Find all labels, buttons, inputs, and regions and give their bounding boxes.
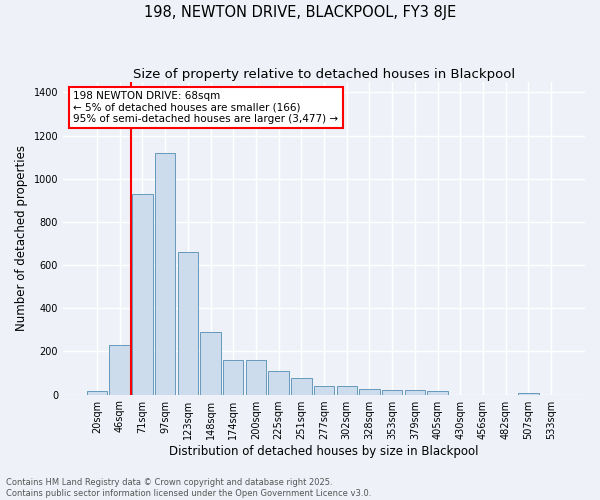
Text: Contains HM Land Registry data © Crown copyright and database right 2025.
Contai: Contains HM Land Registry data © Crown c… xyxy=(6,478,371,498)
Bar xyxy=(132,194,152,394)
Bar xyxy=(245,360,266,394)
Bar xyxy=(200,332,221,394)
Bar xyxy=(314,386,334,394)
Bar xyxy=(427,392,448,394)
Bar xyxy=(109,345,130,395)
Bar xyxy=(178,252,198,394)
Bar xyxy=(359,389,380,394)
Bar xyxy=(337,386,357,394)
Bar xyxy=(291,378,311,394)
Bar xyxy=(223,360,244,394)
Text: 198, NEWTON DRIVE, BLACKPOOL, FY3 8JE: 198, NEWTON DRIVE, BLACKPOOL, FY3 8JE xyxy=(144,5,456,20)
Title: Size of property relative to detached houses in Blackpool: Size of property relative to detached ho… xyxy=(133,68,515,80)
Bar xyxy=(518,393,539,394)
Bar xyxy=(268,371,289,394)
Text: 198 NEWTON DRIVE: 68sqm
← 5% of detached houses are smaller (166)
95% of semi-de: 198 NEWTON DRIVE: 68sqm ← 5% of detached… xyxy=(73,91,338,124)
Bar xyxy=(87,392,107,394)
Bar xyxy=(155,153,175,394)
Y-axis label: Number of detached properties: Number of detached properties xyxy=(15,145,28,331)
Bar xyxy=(382,390,403,394)
Bar xyxy=(404,390,425,394)
X-axis label: Distribution of detached houses by size in Blackpool: Distribution of detached houses by size … xyxy=(169,444,479,458)
